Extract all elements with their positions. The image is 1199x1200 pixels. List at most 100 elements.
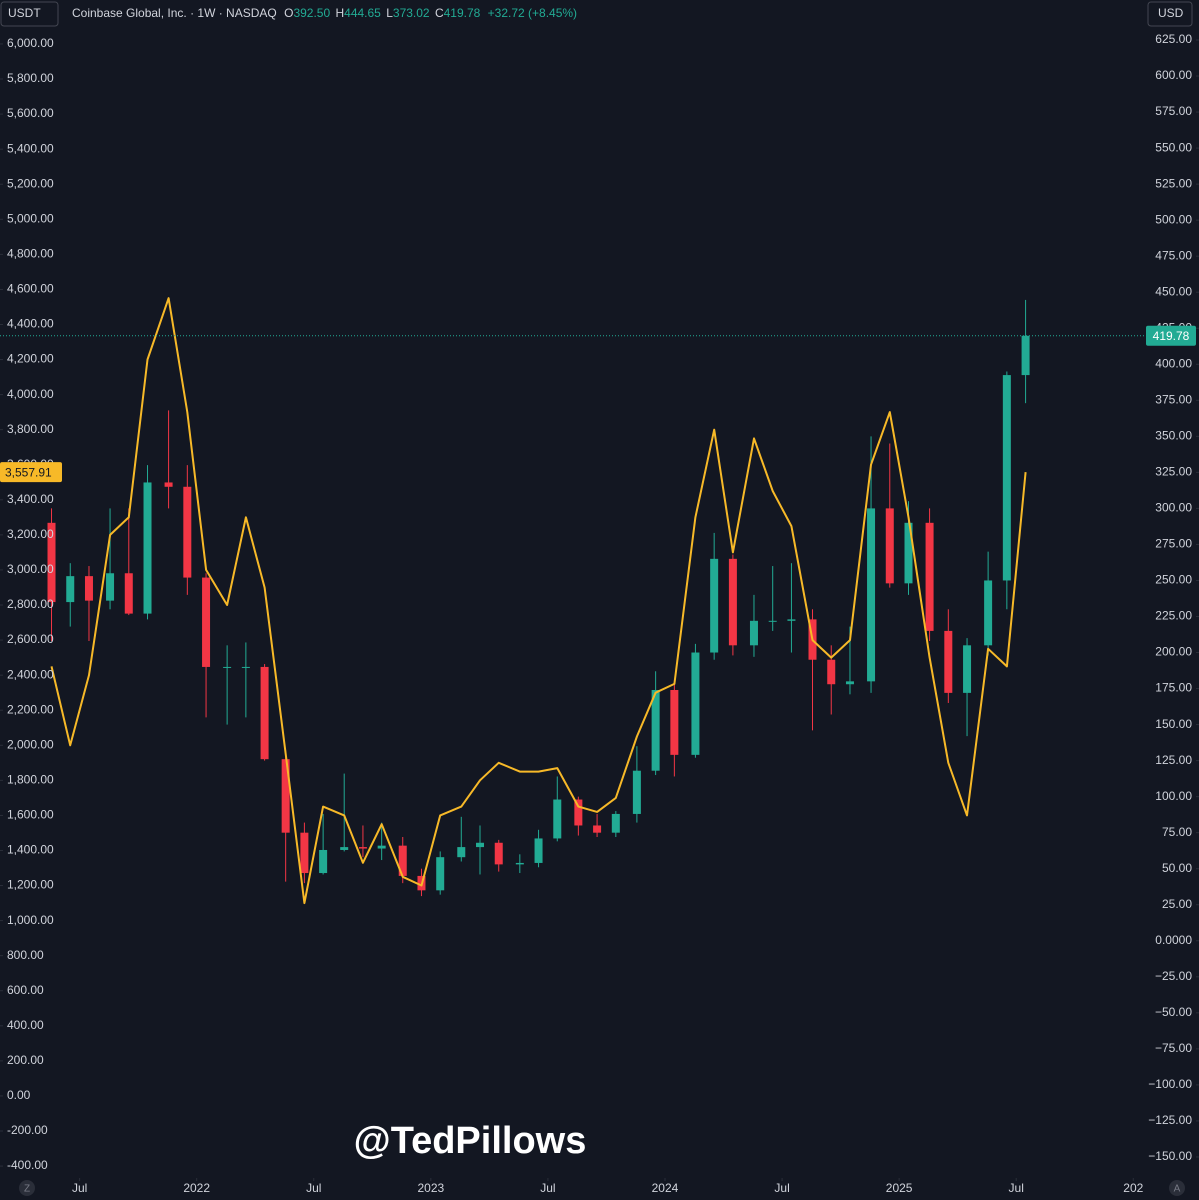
candle-body [260, 666, 269, 760]
y-tick-label: 1,200.00 [7, 878, 54, 892]
y-tick-label: 4,200.00 [7, 352, 54, 366]
y-tick-label: 2,400.00 [7, 667, 54, 681]
candle-body [223, 666, 232, 668]
y-tick-label: 5,000.00 [7, 211, 54, 225]
x-tick-label: Jul [774, 1181, 789, 1195]
y2-tick-label: 225.00 [1155, 609, 1192, 623]
y2-tick-label: 100.00 [1155, 789, 1192, 803]
candle-body [300, 832, 309, 874]
candle-body [710, 558, 719, 653]
candle-body [124, 573, 133, 614]
candle-body [768, 620, 777, 622]
candle-body [377, 845, 386, 849]
y2-tick-label: 575.00 [1155, 104, 1192, 118]
scale-button[interactable] [1169, 1180, 1185, 1196]
y2-tick-label: 150.00 [1155, 717, 1192, 731]
legend-value: 373.02 [393, 6, 430, 20]
legend-change: +32.72 (+8.45%) [488, 6, 577, 20]
y2-tick-label: −150.00 [1148, 1149, 1192, 1163]
y2-tick-label: 200.00 [1155, 645, 1192, 659]
price-label-box [1146, 325, 1196, 346]
y2-tick-label: 175.00 [1155, 681, 1192, 695]
y-tick-label: 3,800.00 [7, 422, 54, 436]
y2-tick-label: 125.00 [1155, 753, 1192, 767]
candle-body [183, 486, 192, 578]
x-tick-label: 2024 [652, 1181, 679, 1195]
y2-tick-label: 625.00 [1155, 32, 1192, 46]
candle-body [534, 838, 543, 863]
y2-tick-label: 400.00 [1155, 356, 1192, 370]
candle-body [358, 847, 367, 849]
candle-body [963, 645, 972, 693]
y2-tick-label: 300.00 [1155, 501, 1192, 515]
legend-symbol: Coinbase Global, Inc. · 1W · NASDAQ [72, 6, 277, 20]
candle-body [494, 842, 503, 865]
y2-tick-label: 475.00 [1155, 248, 1192, 262]
plot-area [0, 297, 1145, 905]
y-tick-label: 800.00 [7, 948, 44, 962]
y2-tick-label: 275.00 [1155, 537, 1192, 551]
unit-box[interactable] [0, 1, 59, 27]
y-tick-label: 400.00 [7, 1018, 44, 1032]
candle-body [84, 576, 93, 601]
legend-key: H [335, 6, 344, 20]
scale-button[interactable] [19, 1180, 35, 1196]
y-tick-label: 0.00 [7, 1088, 31, 1102]
legend-key: O [284, 6, 293, 20]
y2-tick-label: 25.00 [1162, 897, 1192, 911]
y2-tick-label: 500.00 [1155, 212, 1192, 226]
y2-tick-label: 0.0000 [1155, 933, 1192, 947]
x-tick-label: 2023 [417, 1181, 444, 1195]
candle-body [925, 522, 934, 631]
scale-button-label[interactable]: A [1174, 1184, 1181, 1195]
y-tick-label: 2,800.00 [7, 597, 54, 611]
candle-body [632, 770, 641, 814]
x-tick-label: 202 [1123, 1181, 1143, 1195]
y-tick-label: 5,600.00 [7, 106, 54, 120]
y-tick-label: 5,400.00 [7, 141, 54, 155]
candle-body [66, 576, 75, 603]
candle-body [340, 847, 349, 850]
candle-body [164, 482, 173, 487]
y-tick-label: 5,200.00 [7, 176, 54, 190]
y2-unit[interactable]: USD [1158, 6, 1184, 20]
candle-body [319, 849, 328, 874]
candle-body [984, 580, 993, 646]
y-tick-label: -400.00 [7, 1158, 48, 1172]
y-tick-label: 6,000.00 [7, 36, 54, 50]
candle-body [885, 508, 894, 584]
series-label: 3,557.91 [5, 465, 52, 479]
candle-body [593, 825, 602, 833]
legend-key: C [435, 6, 444, 20]
candle-body [611, 813, 620, 833]
y-unit[interactable]: USDT [8, 6, 41, 20]
candle-body [827, 659, 836, 685]
y-tick-label: 5,800.00 [7, 71, 54, 85]
series-label-box [0, 462, 62, 483]
candle-body [867, 508, 876, 682]
x-tick-label: 2022 [183, 1181, 210, 1195]
legend-value: 392.50 [293, 6, 330, 20]
candle-body [47, 522, 56, 603]
x-tick-label: Jul [1009, 1181, 1024, 1195]
candle-body [476, 842, 485, 848]
y-tick-label: 4,600.00 [7, 282, 54, 296]
scale-button-label[interactable]: Z [24, 1184, 30, 1195]
y-tick-label: 2,000.00 [7, 737, 54, 751]
y2-tick-label: 350.00 [1155, 429, 1192, 443]
y-tick-label: 4,800.00 [7, 247, 54, 261]
y2-tick-label: 250.00 [1155, 573, 1192, 587]
legend-key: L [386, 6, 393, 20]
x-tick-label: 2025 [886, 1181, 913, 1195]
candle-body [143, 482, 152, 614]
y-tick-label: 1,800.00 [7, 773, 54, 787]
legend-value: 444.65 [344, 6, 381, 20]
legend-value: 419.78 [444, 6, 481, 20]
unit-box[interactable] [1147, 1, 1193, 27]
y-tick-label: 1,600.00 [7, 808, 54, 822]
y-tick-label: 3,400.00 [7, 492, 54, 506]
y-tick-label: 2,600.00 [7, 632, 54, 646]
y-tick-label: 3,200.00 [7, 527, 54, 541]
x-tick-label: Jul [306, 1181, 321, 1195]
